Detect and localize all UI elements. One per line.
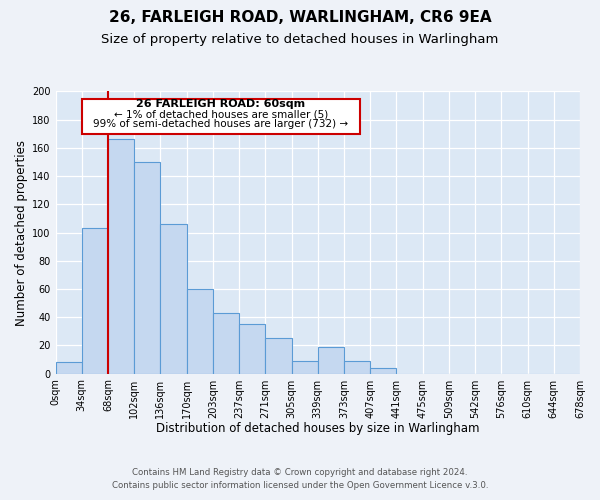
Text: Contains public sector information licensed under the Open Government Licence v.: Contains public sector information licen…: [112, 480, 488, 490]
Text: 26 FARLEIGH ROAD: 60sqm: 26 FARLEIGH ROAD: 60sqm: [136, 98, 305, 108]
Text: Contains HM Land Registry data © Crown copyright and database right 2024.: Contains HM Land Registry data © Crown c…: [132, 468, 468, 477]
Bar: [344, 361, 370, 374]
Bar: [265, 338, 292, 374]
Text: Size of property relative to detached houses in Warlingham: Size of property relative to detached ho…: [101, 32, 499, 46]
X-axis label: Distribution of detached houses by size in Warlingham: Distribution of detached houses by size …: [156, 422, 479, 435]
Bar: [134, 162, 160, 374]
Y-axis label: Number of detached properties: Number of detached properties: [15, 140, 28, 326]
Text: 26, FARLEIGH ROAD, WARLINGHAM, CR6 9EA: 26, FARLEIGH ROAD, WARLINGHAM, CR6 9EA: [109, 10, 491, 25]
Text: ← 1% of detached houses are smaller (5): ← 1% of detached houses are smaller (5): [113, 109, 328, 119]
Bar: [213, 313, 239, 374]
FancyBboxPatch shape: [82, 98, 360, 134]
Bar: [56, 362, 82, 374]
Text: 99% of semi-detached houses are larger (732) →: 99% of semi-detached houses are larger (…: [93, 119, 348, 129]
Bar: [318, 347, 344, 374]
Bar: [370, 368, 397, 374]
Bar: [239, 324, 265, 374]
Bar: [160, 224, 187, 374]
Bar: [292, 361, 318, 374]
Bar: [187, 289, 213, 374]
Bar: [108, 140, 134, 374]
Bar: [82, 228, 108, 374]
